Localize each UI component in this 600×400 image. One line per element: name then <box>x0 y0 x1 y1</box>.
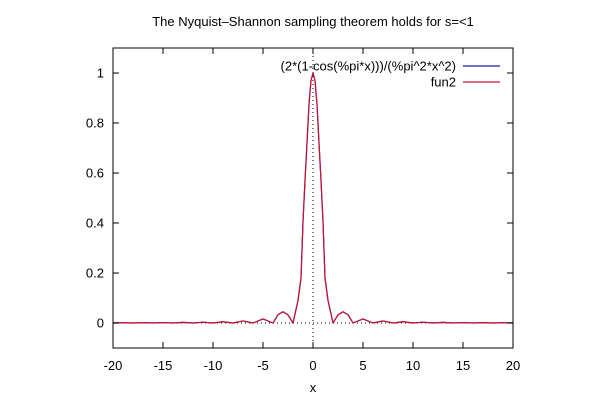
y-tick-label: 0.2 <box>86 266 104 281</box>
x-tick-label: -5 <box>257 358 269 373</box>
zero-axes <box>113 48 513 348</box>
x-axis-ticks: -20 -15 -10 -5 0 5 10 15 20 <box>104 48 520 373</box>
y-tick-label: 0.4 <box>86 216 104 231</box>
legend-label: fun2 <box>431 75 456 90</box>
chart-title: The Nyquist–Shannon sampling theorem hol… <box>152 14 474 29</box>
y-tick-label: 0.6 <box>86 166 104 181</box>
y-tick-label: 0.8 <box>86 116 104 131</box>
x-tick-label: 20 <box>506 358 520 373</box>
legend-label: (2*(1-cos(%pi*x)))/(%pi^2*x^2) <box>281 59 456 74</box>
legend: (2*(1-cos(%pi*x)))/(%pi^2*x^2)fun2 <box>281 59 500 90</box>
x-tick-label: 0 <box>309 358 316 373</box>
x-tick-label: -10 <box>204 358 223 373</box>
y-tick-label: 1 <box>97 66 104 81</box>
plot-area: -20 -15 -10 -5 0 5 10 15 20 0 0.2 0.4 0.6 0.8 1 <box>86 47 520 373</box>
series-line-1 <box>112 72 514 324</box>
x-axis-label: x <box>310 380 317 395</box>
x-tick-label: -15 <box>154 358 173 373</box>
x-tick-label: 5 <box>359 358 366 373</box>
y-axis-ticks: 0 0.2 0.4 0.6 0.8 1 <box>86 66 513 331</box>
x-tick-label: 15 <box>456 358 470 373</box>
x-tick-label: 10 <box>406 358 420 373</box>
y-tick-label: 0 <box>97 316 104 331</box>
series-line-2 <box>112 72 514 324</box>
series-lines <box>112 72 514 324</box>
x-tick-label: -20 <box>104 358 123 373</box>
